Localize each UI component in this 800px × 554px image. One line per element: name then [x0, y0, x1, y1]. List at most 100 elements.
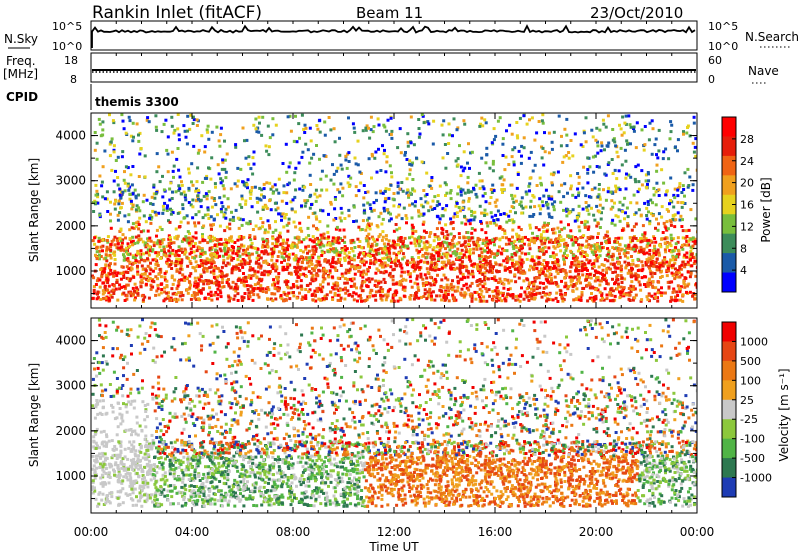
- radar-pixel: [613, 247, 617, 251]
- radar-pixel: [466, 270, 470, 273]
- radar-pixel: [626, 222, 630, 225]
- radar-pixel: [212, 261, 216, 265]
- radar-pixel: [237, 249, 241, 253]
- radar-pixel: [235, 263, 239, 267]
- radar-pixel: [518, 248, 522, 252]
- radar-pixel: [271, 117, 275, 121]
- radar-pixel: [101, 195, 105, 199]
- radar-pixel: [445, 237, 449, 241]
- radar-pixel: [657, 128, 661, 132]
- radar-pixel: [161, 195, 165, 199]
- nsky-trace: [91, 24, 696, 48]
- radar-pixel: [301, 250, 305, 254]
- radar-pixel: [449, 197, 453, 201]
- radar-pixel: [598, 128, 602, 132]
- radar-pixel: [138, 216, 142, 220]
- radar-pixel: [341, 186, 345, 190]
- radar-pixel: [177, 254, 181, 258]
- radar-pixel: [532, 288, 536, 292]
- radar-pixel: [399, 151, 403, 155]
- radar-pixel: [112, 252, 116, 256]
- radar-pixel: [470, 209, 473, 213]
- radar-pixel: [687, 282, 691, 286]
- radar-pixel: [546, 206, 550, 210]
- radar-pixel: [597, 187, 601, 191]
- radar-pixel: [453, 250, 457, 254]
- radar-pixel: [602, 298, 606, 302]
- station-title: Rankin Inlet (fitACF): [92, 3, 262, 23]
- radar-pixel: [442, 119, 446, 123]
- radar-pixel: [171, 292, 175, 296]
- radar-pixel: [308, 282, 312, 286]
- radar-pixel: [511, 241, 515, 245]
- radar-pixel: [189, 262, 193, 265]
- radar-pixel: [334, 236, 338, 240]
- radar-pixel: [266, 240, 270, 243]
- radar-pixel: [430, 298, 434, 302]
- radar-pixel: [131, 222, 135, 226]
- radar-pixel: [636, 163, 640, 167]
- radar-pixel: [396, 181, 400, 185]
- radar-pixel: [183, 252, 187, 256]
- radar-pixel: [368, 265, 371, 269]
- radar-pixel: [241, 126, 245, 130]
- radar-pixel: [369, 115, 373, 119]
- radar-pixel: [209, 215, 213, 219]
- radar-pixel: [488, 260, 492, 264]
- radar-pixel: [445, 241, 449, 245]
- radar-pixel: [460, 248, 464, 252]
- radar-pixel: [590, 249, 594, 252]
- radar-pixel: [411, 229, 415, 233]
- radar-pixel: [286, 248, 290, 252]
- radar-pixel: [595, 224, 599, 228]
- radar-pixel: [425, 255, 429, 259]
- radar-pixel: [185, 214, 189, 218]
- radar-pixel: [608, 291, 612, 295]
- radar-pixel: [312, 251, 316, 255]
- radar-pixel: [524, 205, 528, 209]
- radar-pixel: [490, 191, 494, 194]
- radar-pixel: [616, 282, 620, 286]
- radar-pixel: [637, 208, 641, 212]
- radar-pixel: [342, 228, 346, 232]
- radar-pixel: [615, 177, 619, 181]
- radar-pixel: [452, 285, 456, 289]
- radar-pixel: [538, 262, 542, 266]
- radar-pixel: [271, 283, 275, 287]
- radar-pixel: [187, 201, 191, 204]
- radar-pixel: [142, 229, 146, 233]
- radar-pixel: [110, 137, 114, 141]
- radar-pixel: [397, 251, 401, 255]
- radar-pixel: [265, 261, 269, 265]
- radar-pixel: [480, 228, 484, 232]
- radar-pixel: [249, 192, 253, 196]
- radar-pixel: [587, 261, 591, 265]
- radar-pixel: [651, 280, 655, 284]
- radar-pixel: [559, 200, 563, 204]
- radar-pixel: [676, 211, 680, 215]
- radar-pixel: [253, 235, 257, 239]
- radar-pixel: [685, 255, 689, 259]
- radar-pixel: [484, 259, 488, 263]
- radar-pixel: [630, 247, 633, 251]
- radar-pixel: [429, 291, 433, 295]
- radar-pixel: [301, 266, 305, 270]
- radar-pixel: [261, 115, 265, 119]
- radar-pixel: [317, 286, 321, 290]
- radar-pixel: [630, 280, 634, 284]
- radar-pixel: [557, 114, 561, 118]
- radar-pixel: [372, 262, 376, 266]
- radar-pixel: [517, 239, 521, 243]
- radar-pixel: [307, 215, 311, 219]
- radar-pixel: [326, 282, 330, 286]
- radar-pixel: [485, 263, 489, 267]
- radar-pixel: [518, 203, 522, 206]
- radar-pixel: [254, 127, 258, 131]
- radar-pixel: [556, 272, 560, 275]
- radar-pixel: [611, 218, 615, 222]
- radar-pixel: [579, 246, 583, 250]
- radar-pixel: [271, 185, 275, 189]
- radar-pixel: [212, 275, 216, 279]
- radar-pixel: [135, 286, 139, 290]
- radar-pixel: [660, 291, 664, 295]
